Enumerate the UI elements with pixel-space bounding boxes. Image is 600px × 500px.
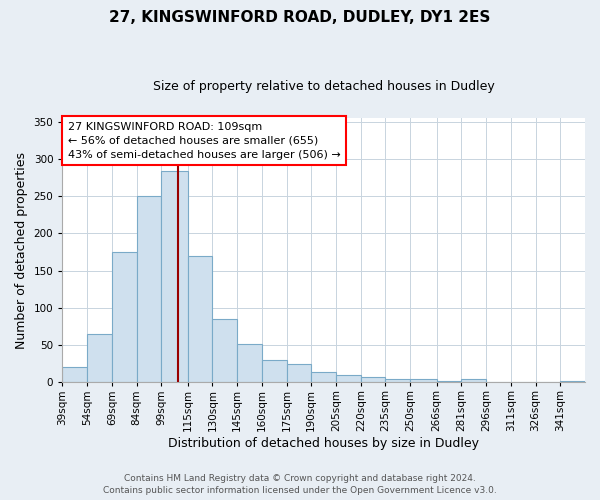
Text: 27 KINGSWINFORD ROAD: 109sqm
← 56% of detached houses are smaller (655)
43% of s: 27 KINGSWINFORD ROAD: 109sqm ← 56% of de… [68,122,340,160]
Bar [112,252,137,382]
Text: Contains HM Land Registry data © Crown copyright and database right 2024.
Contai: Contains HM Land Registry data © Crown c… [103,474,497,495]
Bar [385,380,410,382]
X-axis label: Distribution of detached houses by size in Dudley: Distribution of detached houses by size … [168,437,479,450]
Bar [137,196,161,382]
Bar [212,319,237,382]
Bar [262,360,287,382]
Bar [437,381,461,382]
Y-axis label: Number of detached properties: Number of detached properties [15,152,28,348]
Text: 27, KINGSWINFORD ROAD, DUDLEY, DY1 2ES: 27, KINGSWINFORD ROAD, DUDLEY, DY1 2ES [109,10,491,25]
Bar [62,368,87,382]
Bar [287,364,311,382]
Bar [361,377,385,382]
Bar [188,256,212,382]
Title: Size of property relative to detached houses in Dudley: Size of property relative to detached ho… [153,80,494,93]
Bar [237,344,262,382]
Bar [336,375,361,382]
Bar [161,172,188,382]
Bar [311,372,336,382]
Bar [560,381,585,382]
Bar [410,380,437,382]
Bar [87,334,112,382]
Bar [461,380,486,382]
